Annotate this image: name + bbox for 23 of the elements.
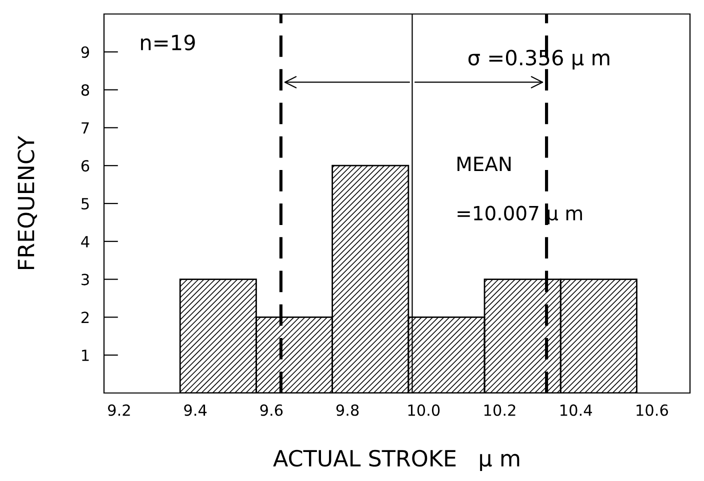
y-tick-label: 7: [82, 122, 89, 134]
x-tick-label: 10.2: [484, 404, 516, 416]
annotation: σ =0.356 μ m: [468, 50, 610, 70]
x-tick-label: 9.4: [184, 404, 207, 416]
x-tick-label: 10.4: [560, 404, 592, 416]
annotation: n=19: [141, 34, 195, 50]
y-tick-label: 4: [81, 236, 90, 248]
x-tick-label: 9.6: [260, 404, 283, 416]
y-tick-label: 6: [81, 160, 90, 172]
y-tick-label: 1: [82, 350, 89, 361]
y-tick-label: 5: [82, 198, 89, 210]
y-tick-label: 2: [82, 312, 89, 324]
x-tick-label: 10.0: [408, 404, 440, 416]
annotation: =10.007 μ m: [458, 206, 582, 224]
x-tick-label: 10.6: [636, 404, 668, 416]
annotation: MEAN: [458, 156, 511, 171]
x-axis-title: ACTUAL STROKE μ m: [273, 450, 520, 471]
y-tick-label: 9: [81, 46, 90, 58]
x-tick-label: 9.8: [336, 404, 359, 416]
y-tick-label: 8: [81, 84, 90, 96]
x-tick-label: 9.2: [108, 404, 130, 416]
y-axis-title: FREQUENCY: [18, 136, 37, 270]
y-tick-label: 3: [82, 274, 89, 286]
